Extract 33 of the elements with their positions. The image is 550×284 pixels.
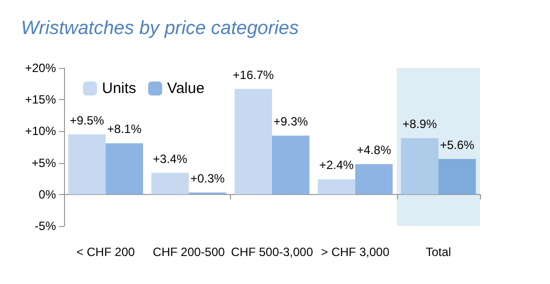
data-label: +9.5%	[70, 113, 104, 128]
y-tick-label: +20%	[24, 61, 56, 75]
bar	[318, 179, 356, 194]
chart-title: Wristwatches by price categories	[21, 18, 300, 39]
data-label: +16.7%	[232, 68, 274, 82]
data-label: +3.4%	[152, 152, 188, 166]
bar	[68, 134, 106, 194]
data-label: +0.3%	[190, 172, 226, 186]
x-tick-label: Total	[426, 245, 452, 259]
x-tick-label: CHF 500-3,000	[230, 245, 314, 259]
data-label: +2.4%	[319, 158, 354, 172]
y-tick-label: +15%	[24, 92, 56, 107]
data-label: +9.3%	[274, 114, 308, 129]
bar	[272, 136, 310, 194]
legend-label: Value	[167, 80, 204, 97]
legend-label: Units	[102, 80, 136, 97]
bar	[438, 159, 476, 194]
y-tick-label: 0%	[38, 187, 56, 202]
y-tick-label: +5%	[32, 156, 56, 170]
data-label: +5.6%	[440, 138, 475, 152]
bar	[355, 164, 393, 194]
data-label: +8.9%	[402, 117, 438, 132]
data-label: +4.8%	[356, 143, 392, 158]
x-tick-label: > CHF 3,000	[321, 245, 390, 259]
y-tick-label: +10%	[24, 124, 56, 138]
bar	[106, 143, 144, 194]
x-tick-label: < CHF 200	[76, 245, 136, 259]
bar	[151, 172, 189, 194]
bar	[234, 88, 272, 194]
x-tick-label: CHF 200-500	[152, 245, 226, 259]
y-tick-label: -5%	[34, 219, 56, 233]
bar	[400, 138, 438, 194]
data-label: +8.1%	[107, 122, 142, 136]
